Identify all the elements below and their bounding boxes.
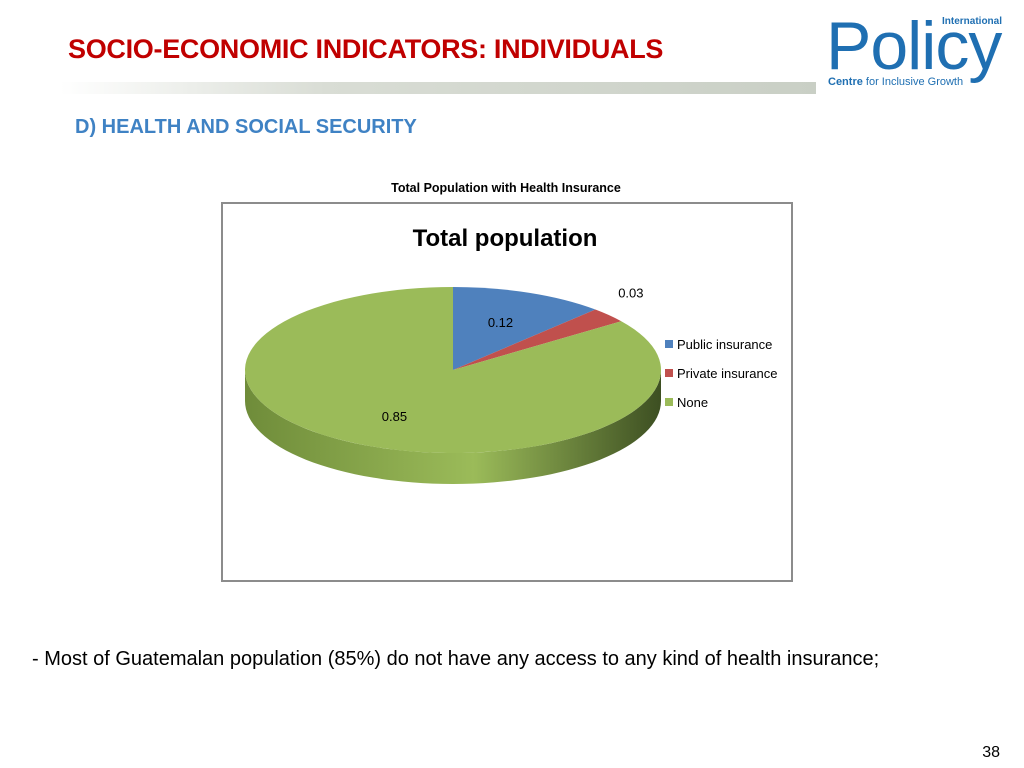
legend-label-1: Private insurance — [677, 366, 777, 381]
pie-slice-1 — [453, 309, 622, 370]
bullet-point: - Most of Guatemalan population (85%) do… — [32, 648, 880, 670]
chart-caption: Total Population with Health Insurance — [391, 181, 621, 195]
legend-label-2: None — [677, 395, 708, 410]
page-number: 38 — [982, 744, 1000, 761]
legend-swatch-0 — [665, 340, 673, 348]
legend-swatch-1 — [665, 369, 673, 377]
title-divider — [60, 82, 816, 94]
pie-chart: Total population 0.12 0.03 0.85 Public ins… — [221, 202, 793, 582]
logo-superscript: International — [942, 16, 1003, 27]
logo-subtitle-bold: Centre — [828, 76, 863, 88]
logo-wordmark: Policy — [826, 8, 1002, 84]
pie-data-labels: 0.12 0.03 0.85 — [382, 285, 644, 423]
pie-tops — [245, 287, 661, 453]
logo-subtitle-rest: for Inclusive Growth — [862, 76, 964, 88]
chart-title: Total population — [413, 225, 598, 252]
section-heading: D) HEALTH AND SOCIAL SECURITY — [75, 116, 417, 138]
legend-swatch-2 — [665, 398, 673, 406]
pie-slice-0 — [453, 287, 596, 370]
pie-side-2 — [245, 370, 661, 484]
pie-slice-2 — [245, 287, 661, 453]
chart-legend: Public insurance Private insurance None — [665, 337, 777, 410]
legend-label-0: Public insurance — [677, 337, 772, 352]
pie-data-label-0: 0.12 — [488, 315, 513, 330]
pie-sides — [245, 370, 661, 484]
logo-subtitle: Centre for Inclusive Growth — [828, 76, 963, 88]
slide-title: SOCIO-ECONOMIC INDICATORS: INDIVIDUALS — [68, 34, 664, 64]
pie-chart-svg: Total population 0.12 0.03 0.85 Public ins… — [245, 225, 777, 484]
pie-data-label-2: 0.85 — [382, 409, 407, 424]
policy-centre-logo: Policy International Centre for Inclusiv… — [822, 8, 1018, 92]
pie-data-label-1: 0.03 — [618, 285, 643, 300]
